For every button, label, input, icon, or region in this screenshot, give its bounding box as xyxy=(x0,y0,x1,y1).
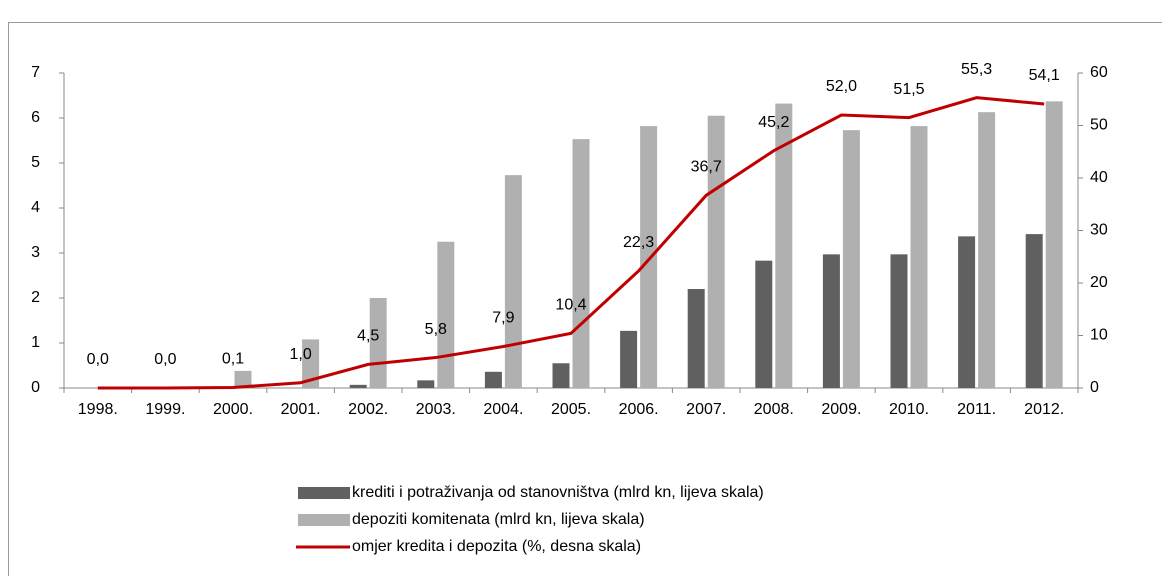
bar xyxy=(978,112,996,389)
data-label: 5,8 xyxy=(425,321,447,338)
bar xyxy=(755,260,773,388)
bar xyxy=(437,241,455,388)
bar xyxy=(484,371,502,388)
x-tick-label: 2002. xyxy=(348,401,388,418)
y2-tick-label: 50 xyxy=(1090,117,1108,134)
x-tick-label: 2006. xyxy=(619,401,659,418)
x-tick-label: 2005. xyxy=(551,401,591,418)
data-label: 36,7 xyxy=(691,159,722,176)
data-label: 0,0 xyxy=(87,351,109,368)
y-tick-label: 1 xyxy=(31,334,40,351)
bar xyxy=(822,254,840,388)
x-tick-label: 2000. xyxy=(213,401,253,418)
bar xyxy=(687,289,705,388)
y-tick-label: 3 xyxy=(31,244,40,261)
bar xyxy=(775,103,793,388)
bar xyxy=(707,115,725,388)
bar xyxy=(302,339,320,388)
data-label: 22,3 xyxy=(623,234,654,251)
data-label: 7,9 xyxy=(492,310,514,327)
y-tick-label: 2 xyxy=(31,289,40,306)
data-label: 10,4 xyxy=(555,297,586,314)
bar xyxy=(640,126,658,388)
y-tick-label: 7 xyxy=(31,64,40,81)
data-label: 51,5 xyxy=(893,81,924,98)
chart-frame xyxy=(8,22,1162,576)
y-tick-label: 6 xyxy=(31,109,40,126)
bar xyxy=(417,380,435,388)
x-tick-label: 2008. xyxy=(754,401,794,418)
data-label: 54,1 xyxy=(1029,67,1060,84)
bar xyxy=(958,236,976,388)
y2-tick-label: 0 xyxy=(1090,379,1099,396)
legend-label: omjer kredita i depozita (%, desna skala… xyxy=(352,538,641,555)
bar xyxy=(620,330,638,388)
y2-tick-label: 20 xyxy=(1090,274,1108,291)
bar xyxy=(349,384,367,388)
legend-label: krediti i potraživanja od stanovništva (… xyxy=(352,484,764,501)
y-tick-label: 4 xyxy=(31,199,40,216)
x-tick-label: 2003. xyxy=(416,401,456,418)
data-label: 45,2 xyxy=(758,114,789,131)
data-label: 0,0 xyxy=(154,351,176,368)
bar xyxy=(369,298,387,388)
bar xyxy=(234,370,252,388)
x-tick-label: 2009. xyxy=(821,401,861,418)
y-tick-label: 5 xyxy=(31,154,40,171)
bar xyxy=(572,139,590,388)
bar xyxy=(910,126,928,388)
x-tick-label: 2010. xyxy=(889,401,929,418)
data-label: 1,0 xyxy=(289,346,311,363)
bar xyxy=(1025,234,1043,388)
data-label: 0,1 xyxy=(222,351,244,368)
data-label: 52,0 xyxy=(826,78,857,95)
line xyxy=(97,96,1045,390)
bar xyxy=(842,130,860,388)
x-tick-label: 2004. xyxy=(483,401,523,418)
y2-tick-label: 30 xyxy=(1090,222,1108,239)
data-label: 55,3 xyxy=(961,61,992,78)
x-tick-label: 2011. xyxy=(957,401,996,418)
data-label: 4,5 xyxy=(357,328,379,345)
y2-tick-label: 60 xyxy=(1090,64,1108,81)
y2-tick-label: 40 xyxy=(1090,169,1108,186)
bar xyxy=(504,175,522,388)
bar xyxy=(890,254,908,388)
legend-swatch xyxy=(298,514,350,526)
x-tick-label: 2012. xyxy=(1024,401,1064,418)
y2-tick-label: 10 xyxy=(1090,327,1108,344)
bar xyxy=(1045,101,1063,388)
legend-label: depoziti komitenata (mlrd kn, lijeva ska… xyxy=(352,511,645,528)
y-tick-label: 0 xyxy=(31,379,40,396)
x-tick-label: 1999. xyxy=(145,401,185,418)
x-tick-label: 2001. xyxy=(281,401,321,418)
legend-swatch xyxy=(298,487,350,499)
x-tick-label: 1998. xyxy=(78,401,118,418)
bar xyxy=(552,363,570,388)
x-tick-label: 2007. xyxy=(686,401,726,418)
